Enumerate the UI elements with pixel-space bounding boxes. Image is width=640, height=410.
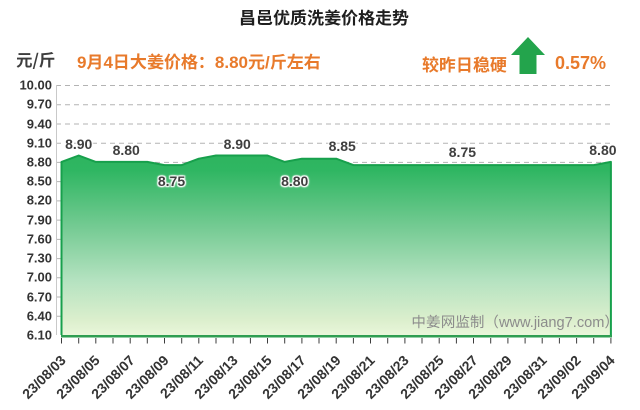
y-tick-label: 7.30 xyxy=(26,250,52,266)
current-price-subtitle: 9月4日大姜价格：8.80元/斤左右 xyxy=(77,53,321,72)
y-tick-label: 8.80 xyxy=(26,154,52,170)
y-tick-label: 6.70 xyxy=(26,289,52,304)
point-value-label: 8.80 xyxy=(281,172,309,189)
y-tick-label: 10.00 xyxy=(19,77,52,93)
point-value-label: 8.75 xyxy=(157,173,186,190)
price-line xyxy=(60,154,612,335)
y-tick-label: 6.40 xyxy=(26,308,52,324)
y-tick-label: 7.90 xyxy=(26,212,52,228)
up-arrow-icon xyxy=(511,37,545,74)
point-value-label: 8.80 xyxy=(112,141,140,158)
point-value-label: 8.75 xyxy=(448,144,477,161)
point-value-label: 8.90 xyxy=(65,135,93,152)
trend-percent: 0.57% xyxy=(555,53,607,73)
trend-label: 较昨日稳硬 xyxy=(422,56,507,75)
y-axis-title: 元/斤 xyxy=(16,47,56,71)
area-fill xyxy=(61,155,611,335)
price-area-series xyxy=(60,154,612,335)
point-value-label: 8.80 xyxy=(589,141,617,158)
y-tick-label: 7.60 xyxy=(26,231,52,247)
y-tick-label: 8.50 xyxy=(26,173,52,189)
point-value-label: 8.85 xyxy=(328,137,356,154)
y-tick-label: 9.70 xyxy=(26,96,52,112)
y-tick-label: 7.00 xyxy=(26,269,52,285)
point-value-label: 8.90 xyxy=(223,135,251,152)
watermark: 中姜网监制（www.jiang7.com） xyxy=(411,315,619,331)
chart-title: 昌邑优质洗姜价格走势 xyxy=(239,9,409,28)
y-tick-label: 8.20 xyxy=(26,192,52,208)
x-axis-ticks xyxy=(61,338,612,344)
y-tick-label: 9.40 xyxy=(26,116,52,131)
y-tick-label: 9.10 xyxy=(26,135,52,151)
y-tick-label: 6.10 xyxy=(26,327,52,343)
